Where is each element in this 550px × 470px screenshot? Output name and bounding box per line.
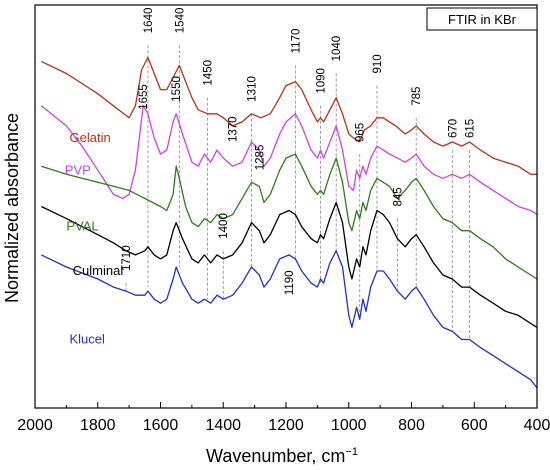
series-line-culminal — [41, 201, 538, 328]
peak-label-615: 615 — [465, 119, 477, 138]
x-tick-label: 1200 — [268, 417, 304, 434]
peak-label-1190: 1190 — [284, 270, 296, 295]
peak-label-1370: 1370 — [228, 116, 240, 142]
x-tick-label: 1800 — [80, 417, 116, 434]
series-label-pvp: PVP — [65, 162, 91, 177]
x-tick-label: 800 — [398, 417, 425, 434]
x-axis-title-text: Wavenumber, cm — [206, 446, 345, 466]
x-tick-label: 1000 — [331, 417, 367, 434]
series-label-pval: PVAL — [66, 219, 98, 234]
peak-label-965: 965 — [355, 123, 367, 142]
peak-label-670: 670 — [447, 119, 459, 138]
x-axis-ticks: 2000 1800 1600 1400 1200 1000 800 600 400 — [17, 402, 550, 434]
peak-label-1170: 1170 — [290, 29, 302, 54]
peak-label-785: 785 — [411, 87, 423, 106]
series-line-klucel — [41, 250, 538, 389]
y-axis-title: Normalized absorbance — [2, 113, 22, 303]
peak-label-845: 845 — [392, 187, 404, 206]
x-axis-title: Wavenumber, cm−1 — [206, 446, 358, 466]
peak-label-910: 910 — [372, 54, 384, 73]
peak-label-1040: 1040 — [331, 36, 343, 62]
series-lines — [40, 56, 538, 389]
peak-label-1640: 1640 — [143, 8, 155, 34]
x-tick-label: 2000 — [17, 417, 53, 434]
title-box: FTIR in KBr — [426, 7, 538, 31]
x-tick-label: 600 — [461, 417, 488, 434]
peak-label-1540: 1540 — [174, 8, 186, 34]
series-line-pvp — [40, 105, 538, 216]
x-tick-label: 1600 — [143, 417, 179, 434]
series-label-culminal: Culminal — [73, 263, 124, 278]
peak-label-1090: 1090 — [316, 68, 328, 94]
peak-label-1655: 1655 — [138, 84, 150, 110]
peak-label-1285: 1285 — [254, 145, 266, 171]
peak-label-1550: 1550 — [171, 76, 183, 102]
series-line-pval — [41, 153, 538, 280]
series-labels: Gelatin PVP PVAL Culminal Klucel — [65, 130, 124, 346]
title-box-frame — [426, 7, 538, 31]
peak-label-1710: 1710 — [121, 245, 133, 271]
series-label-gelatin: Gelatin — [70, 130, 111, 145]
x-tick-label: 1400 — [205, 417, 241, 434]
x-tick-label: 400 — [524, 417, 550, 434]
chart-title: FTIR in KBr — [448, 12, 517, 27]
x-axis-title-superscript: −1 — [345, 446, 358, 458]
series-line-gelatin — [41, 56, 537, 175]
series-label-klucel: Klucel — [70, 332, 106, 347]
peak-label-1450: 1450 — [203, 60, 215, 86]
peak-label-1400: 1400 — [218, 213, 230, 239]
peak-label-1310: 1310 — [246, 76, 258, 102]
